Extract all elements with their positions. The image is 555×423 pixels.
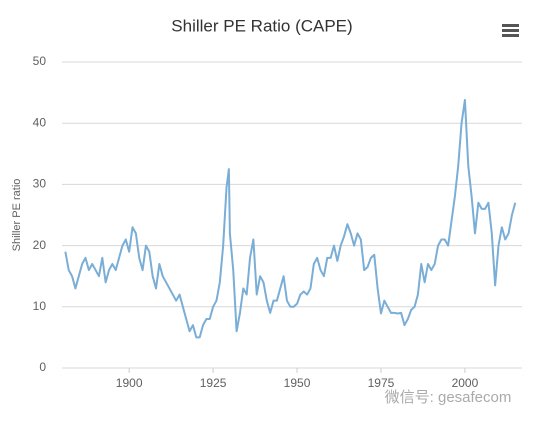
y-tick-label: 30 xyxy=(33,177,47,191)
y-tick-label: 0 xyxy=(39,360,46,374)
x-tick-label: 1900 xyxy=(116,376,143,390)
y-tick-label: 10 xyxy=(33,299,47,313)
data-line xyxy=(64,98,517,339)
y-axis-label: Shiller PE ratio xyxy=(11,179,23,252)
menu-bar xyxy=(502,29,519,32)
menu-bar xyxy=(502,24,519,27)
y-tick-label: 50 xyxy=(33,54,47,68)
menu-button[interactable] xyxy=(502,24,519,37)
x-tick-label: 1925 xyxy=(200,376,227,390)
watermark: 微信号: gesafecom xyxy=(385,389,512,406)
x-tick-label: 1975 xyxy=(368,376,395,390)
chart-title: Shiller PE Ratio (CAPE) xyxy=(171,16,352,35)
x-tick-label: 2000 xyxy=(452,376,479,390)
y-tick-label: 40 xyxy=(33,115,47,129)
x-tick-label: 1950 xyxy=(284,376,311,390)
y-tick-label: 20 xyxy=(33,238,47,252)
menu-bar xyxy=(502,34,519,37)
